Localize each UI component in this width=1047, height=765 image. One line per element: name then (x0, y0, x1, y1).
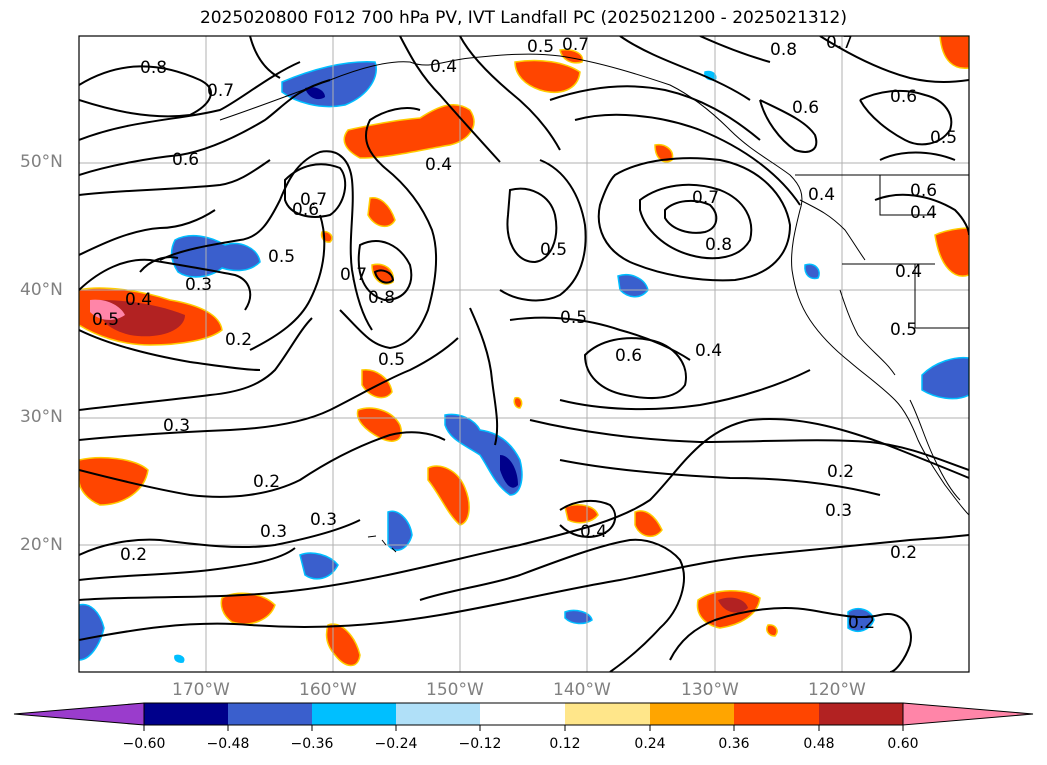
contour-label: 0.7 (562, 35, 589, 55)
contour-label: 0.2 (225, 330, 252, 350)
contour-label: 0.5 (527, 37, 554, 57)
contour-label: 0.7 (207, 81, 234, 101)
contour-label: 0.6 (172, 150, 199, 170)
lon-label: 130°W (681, 680, 739, 700)
contour-label: 0.2 (890, 543, 917, 563)
contour-label: 0.3 (260, 522, 287, 542)
contour-label: 0.8 (770, 40, 797, 60)
lat-label: 30°N (20, 407, 63, 427)
contour-label: 0.6 (615, 346, 642, 366)
contour-label: 0.5 (890, 320, 917, 340)
lon-label: 140°W (553, 680, 611, 700)
contour-label: 0.4 (580, 522, 607, 542)
colorbar-bin (228, 703, 312, 725)
coastlines (219, 53, 969, 553)
contour-label: 0.8 (705, 235, 732, 255)
colorbar-tick-label: −0.36 (290, 736, 334, 752)
contour-label: 0.2 (253, 472, 280, 492)
colorbar-bin (734, 703, 819, 725)
contour-label: 0.6 (292, 200, 319, 220)
contour-label: 0.4 (895, 262, 922, 282)
ivt-negative-shading (79, 61, 969, 663)
contour-label: 0.4 (910, 203, 937, 223)
colorbar-tick-label: 0.12 (549, 736, 581, 752)
colorbar-tick-label: −0.48 (206, 736, 250, 752)
colorbar-bin (396, 703, 480, 725)
contour-label: 0.4 (430, 57, 457, 77)
contour-label: 0.2 (848, 613, 875, 633)
contour-label: 0.3 (163, 416, 190, 436)
colorbar-bin (650, 703, 734, 725)
colorbar-tick-label: 0.24 (634, 736, 666, 752)
contour-label: 0.4 (695, 341, 722, 361)
contour-label: 0.3 (310, 510, 337, 530)
contour-label: 0.8 (368, 288, 395, 308)
colorbar-bin (312, 703, 396, 725)
contour-label: 0.2 (827, 462, 854, 482)
colorbar-bin (144, 703, 228, 725)
colorbar-tick-label: −0.12 (458, 736, 502, 752)
ivt-positive-shading (79, 36, 969, 667)
colorbar-bin (565, 703, 650, 725)
contour-label: 0.5 (540, 240, 567, 260)
map-title: 2025020800 F012 700 hPa PV, IVT Landfall… (199, 8, 847, 28)
pv-contours (79, 36, 969, 672)
contour-label: 0.5 (560, 308, 587, 328)
map-frame (78, 35, 970, 673)
contour-label: 0.5 (92, 310, 119, 330)
map-content: 0.8 0.7 0.6 0.4 0.5 0.7 0.8 0.7 0.6 0.5 … (79, 33, 969, 672)
colorbar-tick-label: 0.48 (803, 736, 835, 752)
lon-label: 170°W (172, 680, 230, 700)
contour-label: 0.7 (826, 33, 853, 53)
contour-label: 0.7 (300, 190, 327, 210)
contour-label: 0.4 (808, 185, 835, 205)
contour-label-group: 0.8 0.7 0.6 0.4 0.5 0.7 0.8 0.7 0.6 0.5 … (92, 33, 957, 633)
contour-label: 0.6 (890, 87, 917, 107)
contour-label: 0.3 (185, 275, 212, 295)
graticule (79, 36, 969, 672)
lat-label: 20°N (20, 535, 63, 555)
contour-label: 0.5 (930, 128, 957, 148)
colorbar-upper-extend (902, 702, 1034, 726)
contour-label: 0.6 (792, 98, 819, 118)
lat-label: 40°N (20, 280, 63, 300)
colorbar-tick-label: −0.60 (122, 736, 166, 752)
contour-label: 0.4 (425, 155, 452, 175)
contour-label: 0.6 (910, 181, 937, 201)
contour-label: 0.5 (378, 350, 405, 370)
lat-label: 50°N (20, 152, 63, 172)
colorbar-bin (480, 703, 565, 725)
colorbar-tick-label: −0.24 (374, 736, 418, 752)
contour-label: 0.3 (825, 501, 852, 521)
lon-label: 120°W (808, 680, 866, 700)
lon-label: 150°W (426, 680, 484, 700)
contour-label: 0.8 (140, 58, 167, 78)
contour-label: 0.7 (340, 265, 367, 285)
colorbar-tick-label: 0.36 (718, 736, 750, 752)
colorbar-lower-extend (13, 702, 145, 726)
colorbar-tick-label: 0.60 (887, 736, 919, 752)
colorbar (13, 702, 1034, 731)
lon-label: 160°W (299, 680, 357, 700)
contour-label: 0.5 (268, 247, 295, 267)
colorbar-bin (819, 703, 903, 725)
contour-label: 0.4 (125, 290, 152, 310)
contour-label: 0.2 (120, 545, 147, 565)
contour-label: 0.7 (692, 188, 719, 208)
